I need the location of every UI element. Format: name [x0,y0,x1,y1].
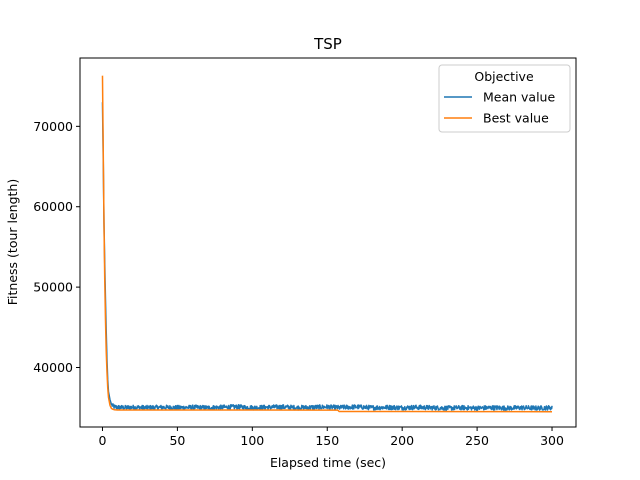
legend-label: Mean value [483,90,555,105]
y-axis: 40000 50000 60000 70000 [33,119,80,375]
plot-frame [79,57,577,428]
x-axis: 0 50 100 150 200 250 300 [99,427,564,448]
series-layer [101,75,553,413]
x-tick-label: 250 [465,433,489,448]
x-tick-label: 100 [240,433,264,448]
x-tick-label: 50 [169,433,185,448]
y-tick-label: 60000 [33,199,73,214]
legend-box [438,64,571,133]
legend-label: Best value [483,111,549,126]
x-tick-label: 0 [99,433,107,448]
legend: Objective Mean value Best value [438,64,571,133]
x-axis-label: Elapsed time (sec) [270,455,386,470]
plot-area [101,75,553,413]
x-tick-label: 150 [315,433,339,448]
series-line-mean-value [101,102,553,412]
y-tick-label: 50000 [33,280,73,295]
y-axis-label: Fitness (tour length) [5,179,20,305]
chart-title: TSP [313,35,342,53]
series-line-best-value [101,75,553,413]
legend-entries: Mean value Best value [444,90,555,126]
y-tick-label: 40000 [33,360,73,375]
x-tick-label: 300 [540,433,564,448]
y-tick-label: 70000 [33,119,73,134]
legend-title: Objective [474,69,534,84]
x-tick-label: 200 [390,433,414,448]
